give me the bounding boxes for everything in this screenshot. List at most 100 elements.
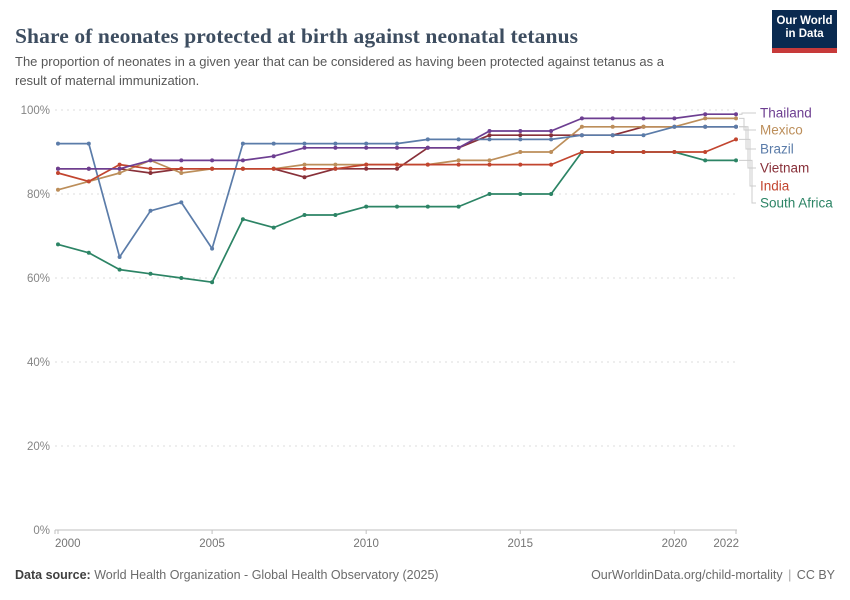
data-point-south-africa-2012[interactable]: [425, 204, 430, 209]
data-point-mexico-2021[interactable]: [703, 116, 708, 121]
data-point-india-2009[interactable]: [333, 166, 338, 171]
data-point-vietnam-2003[interactable]: [148, 171, 153, 175]
data-point-thailand-2011[interactable]: [395, 145, 399, 150]
data-point-india-2020[interactable]: [672, 150, 677, 154]
data-point-brazil-2020[interactable]: [672, 124, 677, 129]
data-point-south-africa-2009[interactable]: [333, 213, 338, 217]
data-point-india-2007[interactable]: [271, 166, 276, 171]
data-point-south-africa-2001[interactable]: [86, 250, 91, 255]
data-point-india-2022[interactable]: [734, 137, 738, 142]
data-point-thailand-2017[interactable]: [579, 116, 584, 121]
data-point-south-africa-2006[interactable]: [240, 217, 245, 222]
legend-label-india[interactable]: India: [760, 179, 790, 194]
data-point-south-africa-2005[interactable]: [210, 280, 215, 285]
data-point-thailand-2018[interactable]: [610, 116, 615, 121]
data-point-mexico-2000[interactable]: [56, 187, 60, 192]
data-point-brazil-2015[interactable]: [518, 137, 523, 142]
data-point-south-africa-2016[interactable]: [549, 192, 554, 196]
data-point-thailand-2008[interactable]: [302, 145, 307, 150]
data-point-vietnam-2011[interactable]: [395, 166, 399, 171]
data-point-india-2013[interactable]: [456, 162, 461, 167]
data-point-india-2012[interactable]: [425, 162, 430, 167]
data-point-south-africa-2007[interactable]: [271, 225, 276, 230]
data-point-vietnam-2015[interactable]: [518, 133, 523, 138]
data-point-india-2000[interactable]: [56, 171, 60, 175]
data-point-india-2010[interactable]: [364, 162, 369, 167]
data-point-south-africa-2021[interactable]: [703, 158, 708, 163]
data-point-mexico-2022[interactable]: [734, 116, 738, 121]
data-point-brazil-2009[interactable]: [333, 141, 338, 146]
data-point-india-2016[interactable]: [549, 162, 554, 167]
data-point-brazil-2018[interactable]: [610, 133, 615, 138]
data-point-india-2011[interactable]: [395, 162, 399, 167]
data-point-mexico-2016[interactable]: [549, 150, 554, 154]
data-point-thailand-2016[interactable]: [549, 129, 554, 133]
data-point-thailand-2001[interactable]: [86, 166, 91, 171]
data-point-vietnam-2016[interactable]: [549, 133, 554, 138]
data-point-south-africa-2022[interactable]: [734, 158, 738, 163]
data-point-south-africa-2004[interactable]: [179, 276, 184, 280]
data-point-mexico-2017[interactable]: [579, 124, 584, 129]
data-point-thailand-2003[interactable]: [148, 158, 153, 163]
data-point-mexico-2004[interactable]: [179, 171, 184, 175]
data-point-brazil-2012[interactable]: [425, 137, 430, 142]
data-point-india-2001[interactable]: [86, 179, 91, 184]
data-point-brazil-2003[interactable]: [148, 208, 153, 213]
data-point-india-2004[interactable]: [179, 166, 184, 171]
data-point-vietnam-2010[interactable]: [364, 166, 369, 171]
data-point-mexico-2014[interactable]: [487, 158, 492, 163]
data-point-brazil-2000[interactable]: [56, 141, 60, 146]
legend-label-vietnam[interactable]: Vietnam: [760, 161, 809, 176]
data-point-india-2006[interactable]: [240, 166, 245, 171]
data-point-mexico-2009[interactable]: [333, 162, 338, 167]
data-point-brazil-2004[interactable]: [179, 200, 184, 205]
data-point-thailand-2007[interactable]: [271, 154, 276, 159]
data-point-south-africa-2013[interactable]: [456, 204, 461, 209]
legend-label-south-africa[interactable]: South Africa: [760, 196, 833, 211]
owid-link[interactable]: OurWorldinData.org/child-mortality: [591, 568, 783, 582]
data-point-india-2014[interactable]: [487, 162, 492, 167]
data-point-mexico-2018[interactable]: [610, 124, 615, 129]
data-point-india-2017[interactable]: [579, 150, 584, 154]
data-point-mexico-2002[interactable]: [117, 171, 122, 175]
data-point-india-2019[interactable]: [641, 150, 646, 154]
data-point-brazil-2002[interactable]: [117, 255, 122, 259]
data-point-brazil-2011[interactable]: [395, 141, 399, 146]
data-point-thailand-2012[interactable]: [425, 145, 430, 150]
data-point-thailand-2020[interactable]: [672, 116, 677, 121]
data-point-south-africa-2002[interactable]: [117, 267, 122, 272]
data-point-brazil-2008[interactable]: [302, 141, 307, 146]
data-point-thailand-2005[interactable]: [210, 158, 215, 163]
data-point-mexico-2015[interactable]: [518, 150, 523, 154]
data-point-brazil-2016[interactable]: [549, 137, 554, 142]
data-point-south-africa-2010[interactable]: [364, 204, 369, 209]
data-point-brazil-2014[interactable]: [487, 137, 492, 142]
data-point-brazil-2022[interactable]: [734, 124, 738, 129]
data-point-south-africa-2008[interactable]: [302, 213, 307, 217]
data-point-brazil-2005[interactable]: [210, 246, 215, 251]
data-point-south-africa-2014[interactable]: [487, 192, 492, 196]
data-point-india-2005[interactable]: [210, 166, 215, 171]
data-point-india-2015[interactable]: [518, 162, 523, 167]
data-point-thailand-2000[interactable]: [56, 166, 60, 171]
data-point-thailand-2004[interactable]: [179, 158, 184, 163]
data-point-brazil-2013[interactable]: [456, 137, 461, 142]
legend-label-thailand[interactable]: Thailand: [760, 106, 812, 121]
data-point-brazil-2001[interactable]: [86, 141, 91, 146]
data-point-brazil-2019[interactable]: [641, 133, 646, 138]
data-point-brazil-2007[interactable]: [271, 141, 276, 146]
data-point-india-2003[interactable]: [148, 166, 153, 171]
legend-label-mexico[interactable]: Mexico: [760, 123, 803, 138]
series-line-thailand[interactable]: [58, 113, 736, 170]
data-point-thailand-2009[interactable]: [333, 145, 338, 150]
data-point-south-africa-2003[interactable]: [148, 271, 153, 276]
legend-label-brazil[interactable]: Brazil: [760, 142, 794, 157]
data-point-india-2018[interactable]: [610, 150, 615, 154]
data-point-south-africa-2000[interactable]: [56, 242, 60, 247]
data-point-vietnam-2008[interactable]: [302, 175, 307, 180]
data-point-thailand-2006[interactable]: [240, 158, 245, 163]
data-point-brazil-2006[interactable]: [240, 141, 245, 146]
data-point-india-2008[interactable]: [302, 166, 307, 171]
data-point-mexico-2008[interactable]: [302, 162, 307, 167]
license-label[interactable]: CC BY: [796, 568, 835, 582]
